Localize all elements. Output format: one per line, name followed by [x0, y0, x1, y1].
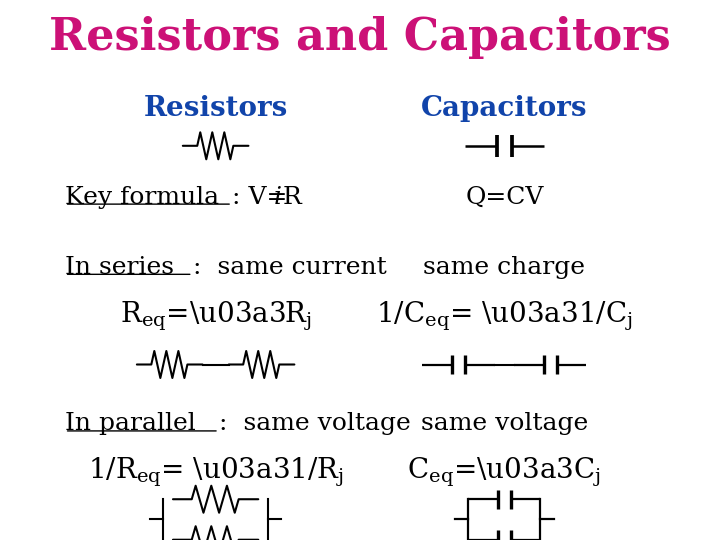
Text: same voltage: same voltage — [420, 413, 588, 435]
Text: same charge: same charge — [423, 256, 585, 279]
Text: Capacitors: Capacitors — [421, 94, 588, 122]
Text: Resistors: Resistors — [143, 94, 288, 122]
Text: Key formula: Key formula — [65, 186, 219, 208]
Text: R: R — [282, 186, 301, 208]
Text: In series: In series — [65, 256, 174, 279]
Text: Q=CV: Q=CV — [465, 186, 544, 208]
Text: i: i — [274, 186, 282, 208]
Text: :  same current: : same current — [193, 256, 387, 279]
Text: : V=: : V= — [232, 186, 287, 208]
Text: C$_{\mathregular{eq}}$=\u03a3C$_{\mathregular{j}}$: C$_{\mathregular{eq}}$=\u03a3C$_{\mathre… — [408, 456, 601, 489]
Text: :  same voltage: : same voltage — [219, 413, 410, 435]
Text: In parallel: In parallel — [65, 413, 195, 435]
Text: Resistors and Capacitors: Resistors and Capacitors — [49, 16, 671, 59]
Text: R$_{\mathregular{eq}}$=\u03a3R$_{\mathregular{j}}$: R$_{\mathregular{eq}}$=\u03a3R$_{\mathre… — [120, 299, 312, 333]
Text: 1/C$_{\mathregular{eq}}$= \u03a31/C$_{\mathregular{j}}$: 1/C$_{\mathregular{eq}}$= \u03a31/C$_{\m… — [376, 299, 633, 333]
Text: 1/R$_{\mathregular{eq}}$= \u03a31/R$_{\mathregular{j}}$: 1/R$_{\mathregular{eq}}$= \u03a31/R$_{\m… — [88, 456, 343, 489]
